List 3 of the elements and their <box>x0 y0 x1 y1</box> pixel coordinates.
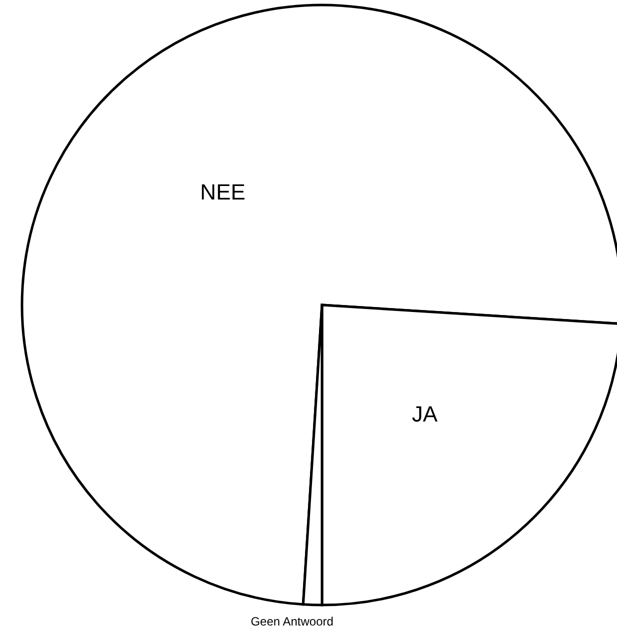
slice-label: NEE <box>200 179 246 204</box>
slice-label: JA <box>412 401 438 426</box>
slice-label: Geen Antwoord <box>250 614 334 629</box>
